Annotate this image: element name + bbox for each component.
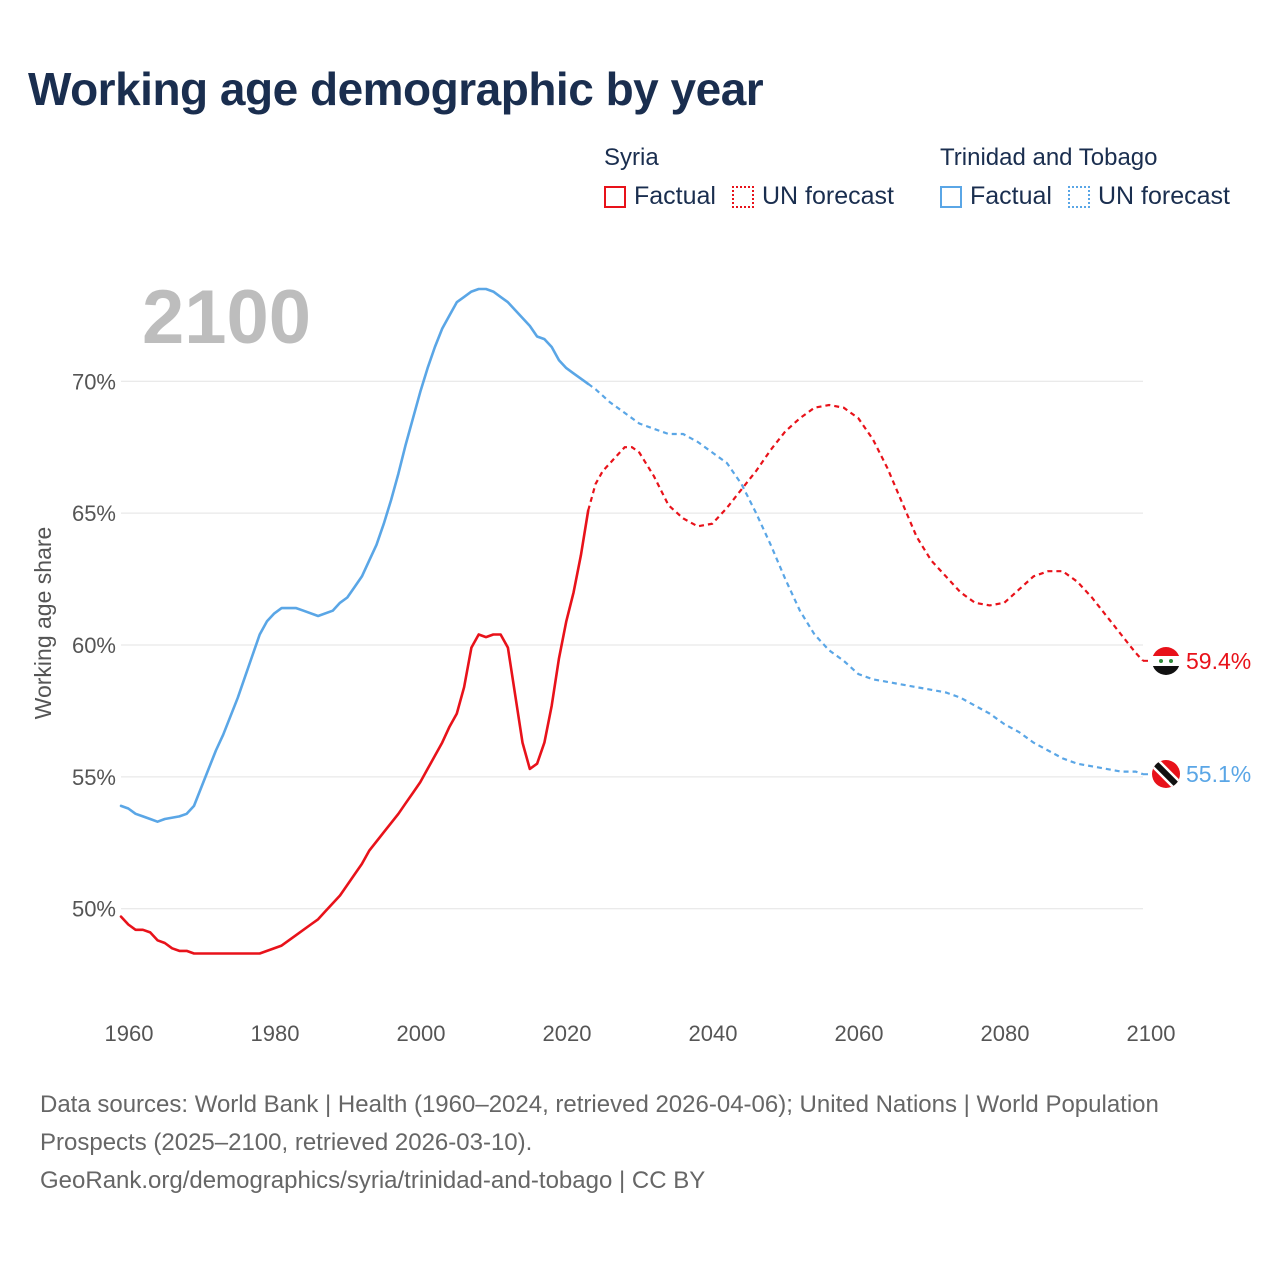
data-sources-text: Data sources: World Bank | Health (1960–… xyxy=(40,1091,1159,1156)
x-tick-label: 2100 xyxy=(1127,1021,1176,1046)
x-tick-label: 2020 xyxy=(543,1021,592,1046)
legend-swatch-tt-forecast xyxy=(1067,185,1090,208)
series-line-factual-syria[interactable] xyxy=(119,509,590,955)
y-tick-label: 65% xyxy=(72,501,116,526)
x-tick-label: 1960 xyxy=(105,1021,154,1046)
end-label-syria: 59.4% xyxy=(1186,648,1251,674)
legend-label-syria-factual: Factual xyxy=(634,182,716,210)
trinidad-and-tobago-flag-icon xyxy=(1152,760,1180,788)
source-link[interactable]: GeoRank.org/demographics/syria/trinidad-… xyxy=(40,1167,706,1194)
y-tick-label: 55% xyxy=(72,765,116,790)
legend-country-tt: Trinidad and Tobago xyxy=(940,144,1158,171)
legend-trinidad-and-tobago: Trinidad and Tobago Factual UN forecast xyxy=(940,144,1246,211)
y-axis-ticks: 50% 55% 60% 65% 70% xyxy=(72,369,116,921)
legend-label-tt-forecast: UN forecast xyxy=(1097,182,1230,210)
legend-item-tt-forecast[interactable]: UN forecast xyxy=(1067,182,1230,211)
series-line-factual-trinidad-and-tobago[interactable] xyxy=(119,287,590,823)
legend-swatch-syria-factual xyxy=(604,185,626,208)
x-tick-label: 2080 xyxy=(981,1021,1030,1046)
gridlines xyxy=(121,380,1143,910)
end-label-trinidad-and-tobago: 55.1% xyxy=(1186,761,1251,787)
x-tick-label: 2040 xyxy=(689,1021,738,1046)
legend-label-syria-forecast: UN forecast xyxy=(761,182,894,210)
chart-title: Working age demographic by year xyxy=(28,63,764,115)
y-tick-label: 70% xyxy=(72,369,116,394)
y-tick-label: 50% xyxy=(72,897,116,922)
legend-item-syria-forecast[interactable]: UN forecast xyxy=(731,182,894,211)
series-line-forecast-syria[interactable] xyxy=(587,403,1144,662)
legend-syria: Syria Factual UN forecast xyxy=(604,144,910,211)
series-line-forecast-trinidad-and-tobago[interactable] xyxy=(587,383,1144,776)
line-chart: 2100 50% 55% 60% 65% 70% 1960 1980 2000 2020 204… xyxy=(30,275,1251,1046)
x-tick-label: 2060 xyxy=(835,1021,884,1046)
legend-country-syria: Syria xyxy=(604,144,659,171)
legend-item-tt-factual[interactable]: Factual xyxy=(940,182,1052,211)
x-tick-label: 2000 xyxy=(397,1021,446,1046)
series-layer xyxy=(119,287,1152,955)
legend-swatch-tt-factual xyxy=(940,185,962,208)
y-tick-label: 60% xyxy=(72,633,116,658)
year-overlay: 2100 xyxy=(142,275,311,360)
x-axis-ticks: 1960 1980 2000 2020 2040 2060 2080 2100 xyxy=(105,1021,1176,1046)
x-tick-label: 1980 xyxy=(251,1021,300,1046)
footer: Data sources: World Bank | Health (1960–… xyxy=(40,1086,1190,1200)
legend-item-syria-factual[interactable]: Factual xyxy=(604,182,716,211)
legend-label-tt-factual: Factual xyxy=(970,182,1052,210)
y-axis-title: Working age share xyxy=(30,527,56,720)
legend-swatch-syria-forecast xyxy=(731,185,754,208)
syria-flag-icon xyxy=(1152,647,1180,675)
